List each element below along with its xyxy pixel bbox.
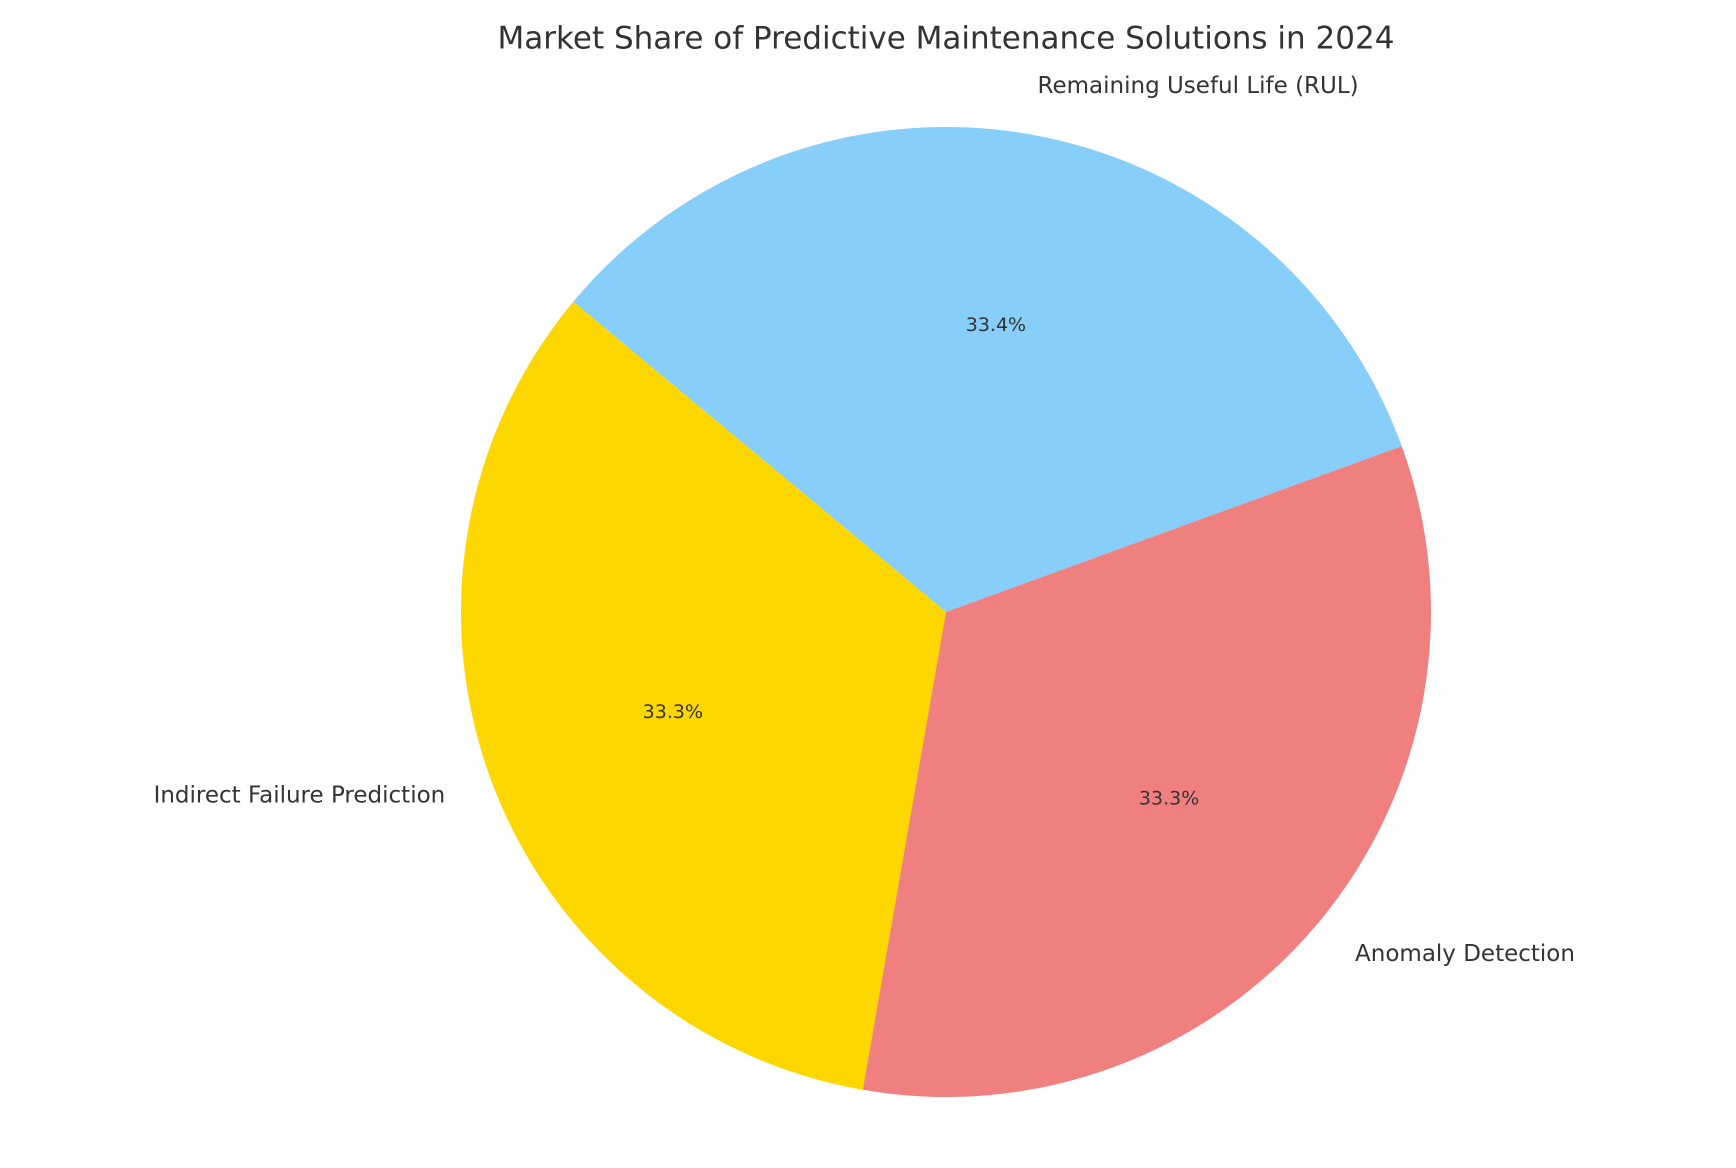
slice-label: Indirect Failure Prediction: [154, 783, 446, 809]
value-label: 33.3%: [1139, 787, 1199, 809]
slice-label: Anomaly Detection: [1355, 941, 1575, 967]
value-label: 33.4%: [966, 314, 1026, 336]
chart-title: Market Share of Predictive Maintenance S…: [498, 21, 1395, 57]
value-label: 33.3%: [643, 701, 703, 723]
pie-slice: [460, 301, 946, 1090]
slice-label: Remaining Useful Life (RUL): [1038, 73, 1359, 99]
pie-slice: [862, 446, 1432, 1097]
pie-slice: [573, 126, 1402, 612]
